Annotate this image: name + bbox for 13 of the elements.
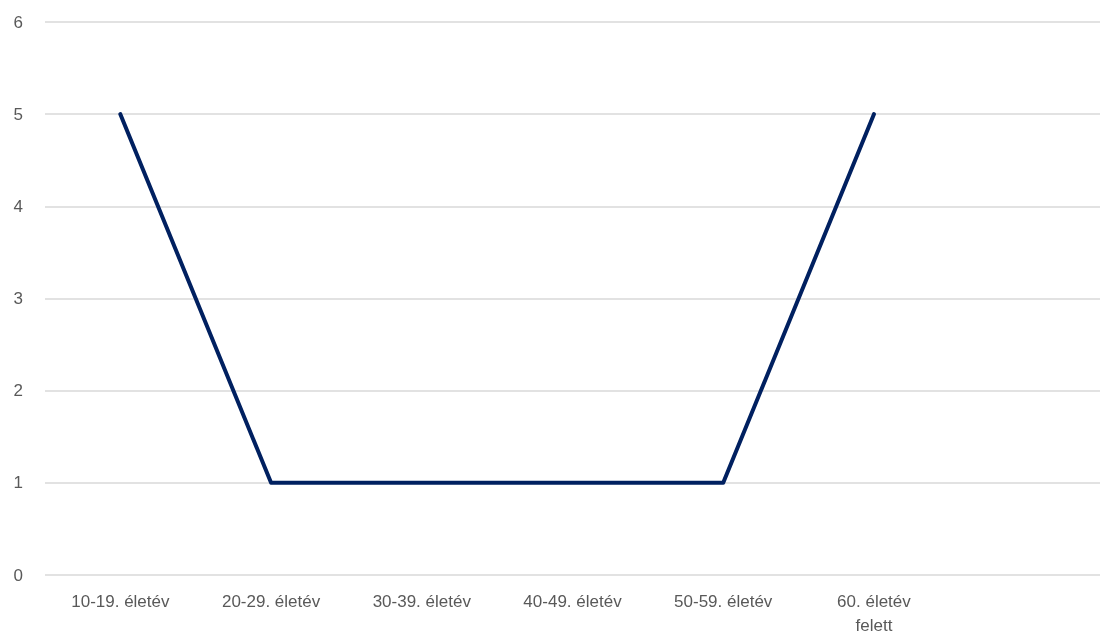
x-tick-label: 40-49. életév	[523, 591, 623, 611]
y-tick-label: 5	[13, 104, 23, 124]
y-tick-label: 3	[13, 289, 23, 308]
y-tick-label: 2	[13, 381, 23, 401]
x-tick-label: 30-39. életév	[372, 591, 472, 611]
x-tick-label: 10-19. életév	[71, 591, 170, 611]
y-tick-label: 1	[13, 473, 23, 493]
y-tick-label: 4	[13, 196, 23, 216]
x-tick-label: 60. életév felett	[837, 591, 912, 635]
y-tick-label: 0	[13, 565, 23, 585]
x-tick-label: 50-59. életév	[674, 591, 773, 611]
y-tick-label: 6	[13, 12, 23, 32]
x-tick-label: 20-29. életév	[221, 591, 321, 611]
